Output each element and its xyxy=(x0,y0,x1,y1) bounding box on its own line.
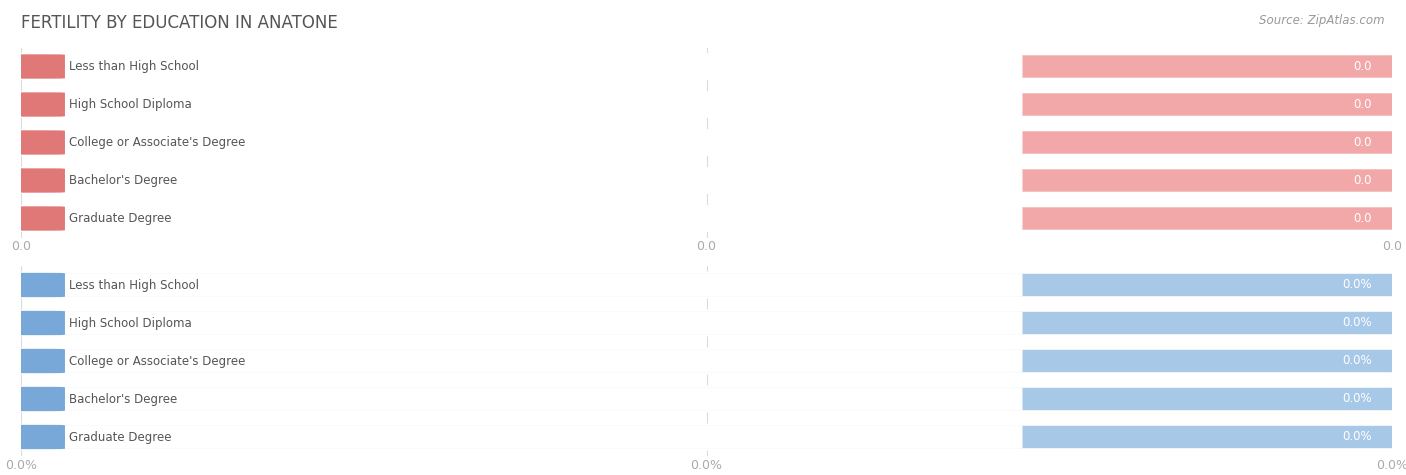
FancyBboxPatch shape xyxy=(7,132,1022,153)
FancyBboxPatch shape xyxy=(4,130,1406,155)
FancyBboxPatch shape xyxy=(7,388,1022,410)
FancyBboxPatch shape xyxy=(4,54,1406,79)
Text: Source: ZipAtlas.com: Source: ZipAtlas.com xyxy=(1260,14,1385,27)
FancyBboxPatch shape xyxy=(4,387,1406,411)
FancyBboxPatch shape xyxy=(4,425,1406,449)
Text: 0.0%: 0.0% xyxy=(1341,316,1371,330)
Text: 0.0%: 0.0% xyxy=(1341,354,1371,368)
Text: College or Associate's Degree: College or Associate's Degree xyxy=(69,354,246,368)
Text: 0.0: 0.0 xyxy=(1353,136,1371,149)
FancyBboxPatch shape xyxy=(7,56,1022,77)
FancyBboxPatch shape xyxy=(7,387,65,411)
Text: High School Diploma: High School Diploma xyxy=(69,316,193,330)
Text: Bachelor's Degree: Bachelor's Degree xyxy=(69,392,177,406)
FancyBboxPatch shape xyxy=(7,273,65,297)
Text: High School Diploma: High School Diploma xyxy=(69,98,193,111)
FancyBboxPatch shape xyxy=(4,311,1406,335)
Text: Less than High School: Less than High School xyxy=(69,278,200,292)
Text: College or Associate's Degree: College or Associate's Degree xyxy=(69,136,246,149)
FancyBboxPatch shape xyxy=(4,311,1406,335)
FancyBboxPatch shape xyxy=(7,54,65,79)
FancyBboxPatch shape xyxy=(4,273,1406,297)
FancyBboxPatch shape xyxy=(7,274,1022,296)
FancyBboxPatch shape xyxy=(4,206,1406,231)
Text: 0.0%: 0.0% xyxy=(1341,278,1371,292)
Text: Less than High School: Less than High School xyxy=(69,60,200,73)
FancyBboxPatch shape xyxy=(4,206,1406,231)
FancyBboxPatch shape xyxy=(7,426,1022,448)
Text: 0.0%: 0.0% xyxy=(1341,430,1371,444)
FancyBboxPatch shape xyxy=(4,92,1406,117)
FancyBboxPatch shape xyxy=(4,349,1406,373)
FancyBboxPatch shape xyxy=(7,350,1022,372)
Text: 0.0: 0.0 xyxy=(1353,174,1371,187)
FancyBboxPatch shape xyxy=(7,349,65,373)
FancyBboxPatch shape xyxy=(7,312,1022,334)
FancyBboxPatch shape xyxy=(7,425,65,449)
Text: 0.0: 0.0 xyxy=(1353,212,1371,225)
FancyBboxPatch shape xyxy=(4,130,1406,155)
Text: FERTILITY BY EDUCATION IN ANATONE: FERTILITY BY EDUCATION IN ANATONE xyxy=(21,14,337,32)
Text: 0.0: 0.0 xyxy=(1353,60,1371,73)
FancyBboxPatch shape xyxy=(7,92,65,117)
Text: Graduate Degree: Graduate Degree xyxy=(69,212,172,225)
FancyBboxPatch shape xyxy=(4,92,1406,117)
Text: Bachelor's Degree: Bachelor's Degree xyxy=(69,174,177,187)
Text: 0.0%: 0.0% xyxy=(1341,392,1371,406)
FancyBboxPatch shape xyxy=(7,311,65,335)
FancyBboxPatch shape xyxy=(4,349,1406,373)
FancyBboxPatch shape xyxy=(7,130,65,155)
FancyBboxPatch shape xyxy=(4,168,1406,193)
FancyBboxPatch shape xyxy=(7,170,1022,191)
FancyBboxPatch shape xyxy=(7,94,1022,115)
FancyBboxPatch shape xyxy=(4,54,1406,79)
FancyBboxPatch shape xyxy=(7,208,1022,229)
FancyBboxPatch shape xyxy=(4,425,1406,449)
FancyBboxPatch shape xyxy=(7,206,65,231)
FancyBboxPatch shape xyxy=(4,273,1406,297)
FancyBboxPatch shape xyxy=(7,168,65,193)
FancyBboxPatch shape xyxy=(4,387,1406,411)
Text: Graduate Degree: Graduate Degree xyxy=(69,430,172,444)
Text: 0.0: 0.0 xyxy=(1353,98,1371,111)
FancyBboxPatch shape xyxy=(4,168,1406,193)
